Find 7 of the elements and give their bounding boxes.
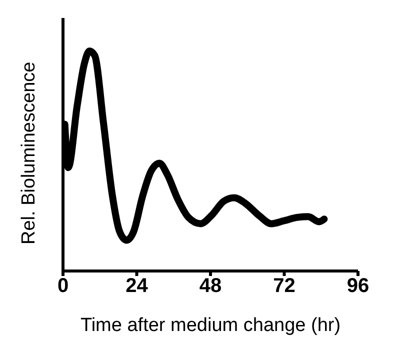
x-tick-label: 48 <box>199 275 222 298</box>
x-tick-label: 72 <box>273 275 296 298</box>
x-tick-label: 24 <box>126 275 149 298</box>
x-axis-title: Time after medium change (hr) <box>80 315 341 336</box>
x-tick-label: 96 <box>346 275 370 298</box>
x-tick-label: 0 <box>57 275 69 298</box>
y-axis-title: Rel. Bioluminescence <box>18 62 40 244</box>
